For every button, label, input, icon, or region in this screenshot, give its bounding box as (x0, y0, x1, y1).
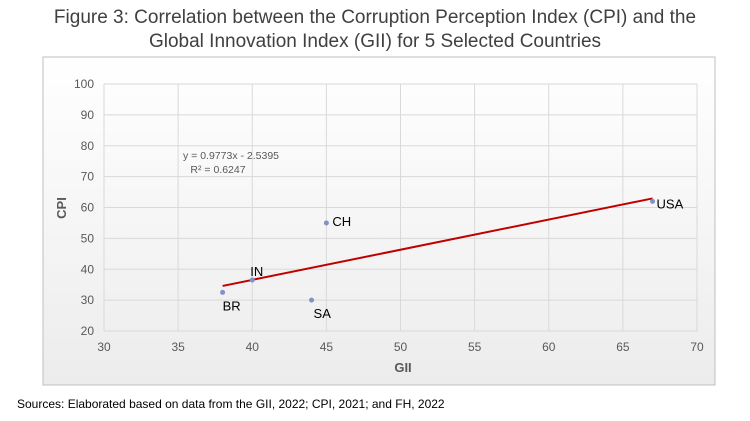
x-tick-label: 60 (542, 340, 556, 354)
y-tick-label: 90 (81, 108, 95, 122)
x-tick-label: 45 (320, 340, 334, 354)
chart-area (42, 56, 716, 386)
x-tick-label: 35 (171, 340, 185, 354)
data-label-usa: USA (657, 196, 684, 211)
y-tick-label: 20 (81, 324, 95, 338)
title-line-1: Figure 3: Correlation between the Corrup… (53, 7, 697, 28)
y-tick-label: 70 (81, 170, 95, 184)
trendline-r2: R² = 0.6247 (190, 164, 245, 176)
x-tick-label: 55 (468, 340, 482, 354)
y-axis-label: CPI (54, 197, 69, 219)
title-line-2: Global Innovation Index (GII) for 5 Sele… (148, 31, 602, 52)
y-tick-label: 80 (81, 139, 95, 153)
data-point-ch (323, 220, 329, 226)
y-tick-label: 30 (81, 293, 95, 307)
x-tick-label: 70 (690, 340, 704, 354)
trendline-equation: y = 0.9773x - 2.5395 (183, 150, 279, 162)
data-label-sa: SA (314, 306, 332, 321)
x-tick-label: 50 (394, 340, 408, 354)
x-tick-label: 30 (97, 340, 111, 354)
chart-title: Figure 3: Correlation between the Corrup… (0, 6, 750, 54)
y-tick-label: 60 (81, 201, 95, 215)
data-point-sa (309, 297, 315, 303)
source-note: Sources: Elaborated based on data from t… (17, 397, 445, 411)
data-point-br (220, 289, 226, 295)
y-tick-label: 100 (74, 77, 94, 91)
y-tick-label: 50 (81, 231, 95, 245)
x-axis-label: GII (394, 360, 411, 375)
data-label-ch: CH (332, 214, 351, 229)
data-label-in: IN (250, 264, 263, 279)
data-label-br: BR (223, 298, 241, 313)
trendline (222, 197, 653, 287)
x-tick-label: 40 (246, 340, 260, 354)
data-point-in (249, 277, 255, 283)
data-point-usa (650, 198, 656, 204)
y-tick-label: 40 (81, 262, 95, 276)
x-tick-label: 65 (616, 340, 630, 354)
